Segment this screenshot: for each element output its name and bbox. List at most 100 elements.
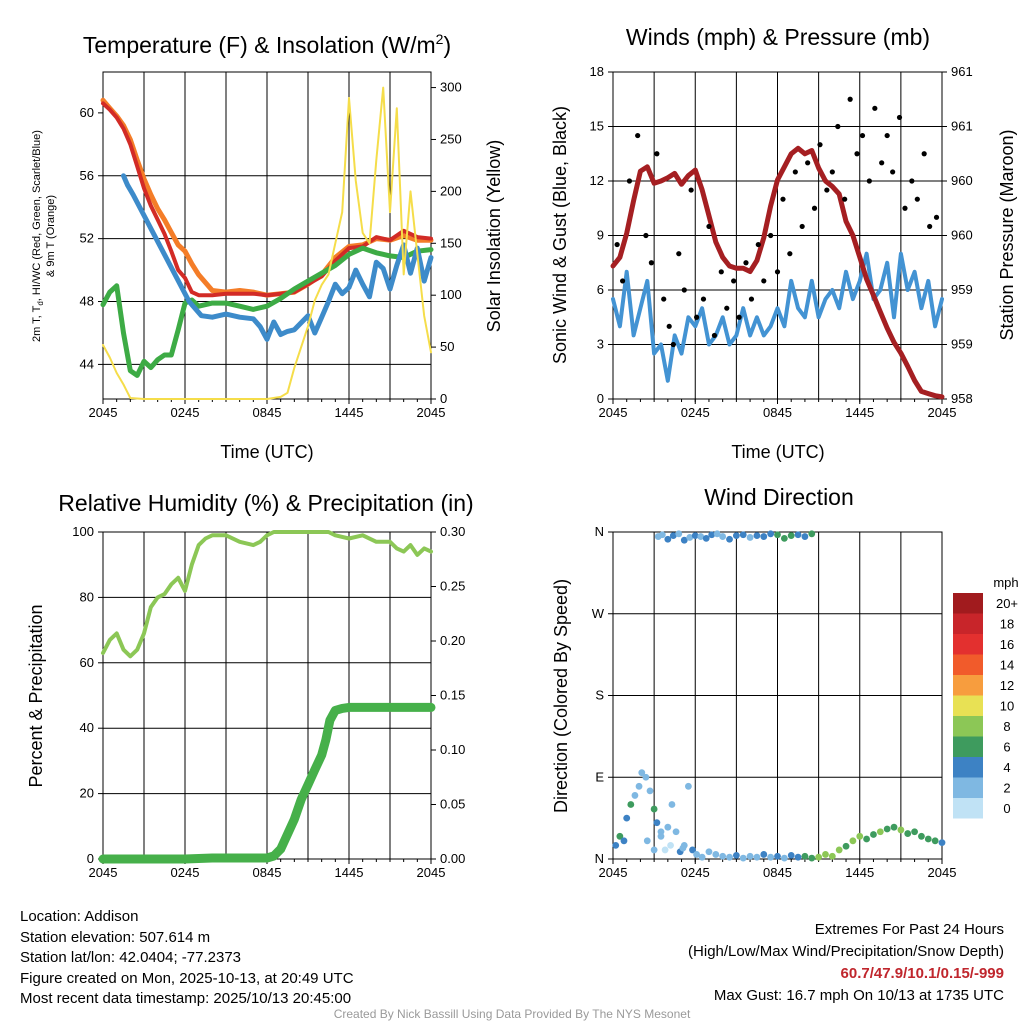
colorbar-label: 20+ xyxy=(996,596,1018,611)
y-tick-label: 6 xyxy=(597,282,604,297)
x-tick-label: 2045 xyxy=(89,405,118,420)
series-humidity-line xyxy=(101,530,433,659)
y-tick-label: 0 xyxy=(597,391,604,406)
colorbar-swatch xyxy=(953,613,983,634)
y2-tick-label: 250 xyxy=(440,131,462,146)
winds-xlabel: Time (UTC) xyxy=(731,442,824,462)
wdir-title: Wind Direction xyxy=(704,484,854,510)
direction-point xyxy=(675,530,683,538)
gust-point xyxy=(694,314,700,320)
x-tick-label: 0245 xyxy=(681,865,710,880)
x-tick-label: 2045 xyxy=(599,405,628,420)
gust-point xyxy=(780,196,786,202)
colorbar-label: 14 xyxy=(1000,658,1014,673)
y-tick-label: 9 xyxy=(597,228,604,243)
direction-point xyxy=(801,852,809,860)
direction-point xyxy=(697,533,705,540)
direction-point xyxy=(760,533,768,540)
direction-point xyxy=(726,853,733,861)
gust-point xyxy=(866,178,872,184)
y2-tick-label: 0.05 xyxy=(440,797,465,812)
y-tick-label: 12 xyxy=(590,173,604,188)
direction-point xyxy=(691,532,699,540)
y2-tick-label: 960 xyxy=(951,228,973,243)
gust-point xyxy=(842,196,848,202)
direction-point xyxy=(732,532,740,540)
direction-point xyxy=(774,852,781,860)
direction-point xyxy=(612,841,620,849)
direction-point xyxy=(794,531,802,539)
temp-ylabel-right: Solar Insolation (Yellow) xyxy=(484,140,504,332)
gust-point xyxy=(706,223,712,230)
temp-ylabel-2: & 9m T (Orange) xyxy=(45,195,57,277)
gust-point xyxy=(879,160,885,166)
direction-point xyxy=(667,841,674,849)
direction-point xyxy=(739,531,747,539)
extremes-title: Extremes For Past 24 Hours xyxy=(814,921,1004,938)
y2-tick-label: 300 xyxy=(440,80,462,95)
direction-point xyxy=(719,852,727,860)
info-created: Figure created on Mon, 2025-10-13, at 20… xyxy=(20,969,354,987)
gust-point xyxy=(654,151,660,157)
gust-point xyxy=(743,260,749,266)
direction-point xyxy=(808,854,816,862)
rh-plot: 2045 0245 0845 1445 20450204060801000.000.05… xyxy=(72,524,465,880)
colorbar-label: 12 xyxy=(1000,678,1014,693)
y-tick-label: 40 xyxy=(80,720,94,735)
panel-winds: Winds (mph) & Pressure (mb) Time (UTC) S… xyxy=(550,24,1017,462)
direction-point xyxy=(746,852,754,860)
y2-tick-label: 961 xyxy=(951,119,973,134)
gust-point xyxy=(619,278,626,284)
temp-title: Temperature (F) & Insolation (W/m2) xyxy=(83,31,451,58)
gust-point xyxy=(933,214,940,220)
credit-line: Created By Nick Bassill Using Data Provi… xyxy=(333,1007,691,1021)
series-precipitation-line xyxy=(98,702,436,864)
extremes-box: Extremes For Past 24 Hours (High/Low/Max… xyxy=(688,919,1004,1007)
direction-point xyxy=(658,531,666,539)
direction-point xyxy=(787,532,795,540)
y-tick-label: 20 xyxy=(80,786,94,801)
y-tick-label: 56 xyxy=(80,168,94,183)
colorbar-swatch xyxy=(953,675,983,696)
x-tick-label: 2045 xyxy=(599,865,628,880)
panel-temperature: Temperature (F) & Insolation (W/m2) Time… xyxy=(31,31,504,462)
direction-point xyxy=(712,851,720,858)
y2-tick-label: 0.00 xyxy=(440,851,465,866)
series-solar-insolation-line xyxy=(102,86,432,400)
gust-point xyxy=(736,314,742,320)
gust-point xyxy=(811,205,818,211)
direction-point xyxy=(713,530,721,538)
y-tick-label: W xyxy=(592,606,605,621)
gust-point xyxy=(914,196,920,202)
direction-point xyxy=(732,851,740,859)
y-tick-label: 0 xyxy=(87,851,94,866)
direction-point xyxy=(726,535,733,543)
gust-point xyxy=(731,278,737,284)
direction-point xyxy=(664,823,672,831)
gust-point xyxy=(909,178,915,184)
extremes-gust: Max Gust: 16.7 mph On 10/13 at 1735 UTC xyxy=(713,987,1004,1004)
x-tick-label: 1445 xyxy=(335,865,364,880)
direction-point xyxy=(918,832,925,840)
direction-point xyxy=(650,805,658,813)
direction-point xyxy=(650,846,658,854)
info-recent: Most recent data timestamp: 2025/10/13 2… xyxy=(20,990,352,1007)
extremes-values: 60.7/47.9/10.1/0.15/-999 xyxy=(840,965,1004,982)
direction-point xyxy=(664,535,672,543)
gust-point xyxy=(676,251,682,257)
y2-tick-label: 959 xyxy=(951,337,973,352)
direction-point xyxy=(669,532,677,540)
direction-point xyxy=(646,787,654,795)
gust-point xyxy=(670,341,676,348)
colorbar-label: 8 xyxy=(1003,719,1010,734)
gust-point xyxy=(896,114,903,121)
gust-point xyxy=(681,287,687,293)
gust-point xyxy=(748,296,755,302)
direction-point xyxy=(774,531,781,539)
panel-wind-direction: Wind Direction Direction (Colored By Spe… xyxy=(551,484,1019,880)
gust-point xyxy=(835,123,841,130)
direction-point xyxy=(627,801,635,808)
direction-point xyxy=(931,837,939,845)
direction-point xyxy=(661,846,669,854)
direction-point xyxy=(657,832,665,840)
